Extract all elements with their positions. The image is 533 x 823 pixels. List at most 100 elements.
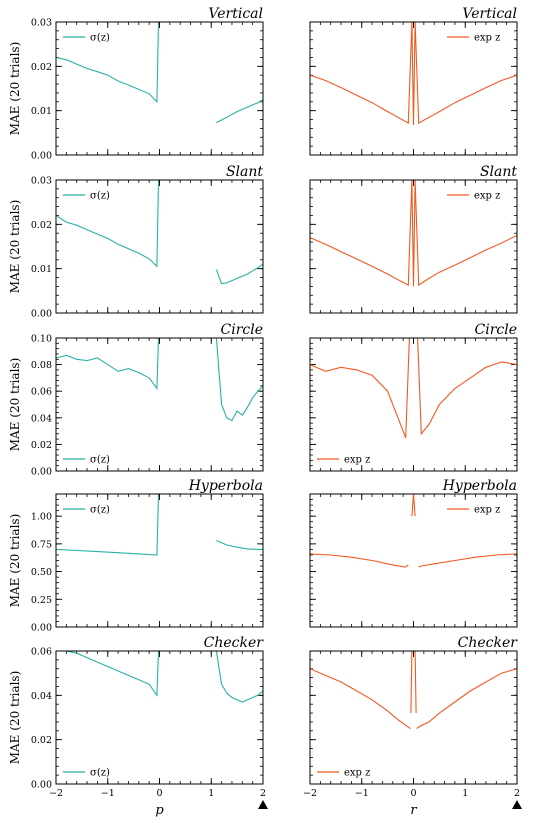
series-line-exp bbox=[310, 553, 409, 568]
x-tick-label: 1 bbox=[462, 788, 468, 799]
legend-label: σ(z) bbox=[90, 455, 110, 466]
y-tick-label: 0.08 bbox=[31, 360, 52, 371]
y-tick-label: 0.02 bbox=[31, 440, 52, 451]
y-axis-label: MAE (20 trials) bbox=[8, 358, 22, 452]
panel-title: Checker bbox=[204, 635, 265, 651]
series-line-sigma bbox=[56, 180, 160, 268]
y-tick-label: 0.03 bbox=[31, 18, 52, 29]
series-line-sigma bbox=[215, 651, 263, 703]
series-line-exp bbox=[411, 494, 416, 517]
axes-frame bbox=[55, 179, 264, 314]
y-axis-label: MAE (20 trials) bbox=[8, 671, 22, 765]
legend-label: exp z bbox=[344, 455, 370, 466]
x-tick-label: 0 bbox=[156, 788, 162, 799]
series-line-sigma bbox=[56, 494, 160, 556]
series-line-exp bbox=[418, 553, 517, 568]
panel-circle-exp: Circle exp z bbox=[309, 322, 518, 472]
panel-title: Slant bbox=[480, 164, 517, 180]
series-line-exp bbox=[310, 180, 517, 287]
axes-frame bbox=[55, 493, 264, 628]
series-line-exp bbox=[310, 22, 517, 125]
panel-hyperbola-sigma: 0.00 0.25 0.50 0.75 1.00 Hyperbola σ(z) MAE (20… bbox=[8, 478, 264, 634]
y-tick-label: 0.02 bbox=[31, 62, 52, 73]
y-tick-label: 0.00 bbox=[31, 309, 52, 320]
axes-frame bbox=[55, 650, 264, 785]
y-tick-label: 0.02 bbox=[31, 220, 52, 231]
y-tick-label: 0.00 bbox=[31, 467, 52, 478]
y-axis-label: MAE (20 trials) bbox=[8, 514, 22, 608]
axes-frame bbox=[309, 493, 518, 628]
x-tick-label: −2 bbox=[49, 788, 63, 799]
series-line-exp bbox=[310, 668, 411, 730]
y-axis-label: MAE (20 trials) bbox=[8, 42, 22, 136]
panel-title: Slant bbox=[226, 164, 263, 180]
x-axis-label: p bbox=[155, 803, 164, 818]
panel-slant-sigma: 0.00 0.01 0.02 0.03 Slant σ(z) MAE (20 trials) bbox=[8, 164, 264, 320]
axes-frame bbox=[309, 337, 518, 472]
triangle-marker-icon bbox=[258, 800, 268, 809]
y-tick-label: 0.25 bbox=[31, 595, 52, 606]
series-line-exp bbox=[310, 338, 517, 438]
y-tick-label: 0.06 bbox=[31, 647, 52, 658]
y-tick-label: 0.50 bbox=[31, 567, 52, 578]
x-tick-label: −2 bbox=[303, 788, 317, 799]
legend-label: exp z bbox=[474, 505, 500, 516]
series-line-sigma bbox=[215, 338, 263, 422]
panel-title: Vertical bbox=[462, 6, 517, 22]
x-tick-label: 2 bbox=[260, 788, 266, 799]
legend-label: σ(z) bbox=[90, 768, 110, 779]
y-tick-label: 0.02 bbox=[31, 735, 52, 746]
series-line-sigma bbox=[56, 338, 160, 391]
y-tick-label: 0.04 bbox=[31, 413, 52, 424]
x-tick-label: −1 bbox=[355, 788, 369, 799]
panel-title: Checker bbox=[458, 635, 519, 651]
y-axis-label: MAE (20 trials) bbox=[8, 200, 22, 294]
legend-label: exp z bbox=[344, 768, 370, 779]
series-line-sigma bbox=[56, 651, 160, 697]
series-line-sigma bbox=[216, 539, 263, 550]
series-line-exp bbox=[416, 668, 517, 730]
axes-frame bbox=[309, 179, 518, 314]
legend-label: σ(z) bbox=[90, 191, 110, 202]
triangle-marker-icon bbox=[512, 800, 522, 809]
panel-vertical-sigma: 0.00 0.01 0.02 0.03 Vertical σ(z) MAE (20 tria… bbox=[8, 6, 264, 162]
axes-frame bbox=[55, 21, 264, 156]
panel-checker-exp: −2 −1 0 1 2 Checker exp z r bbox=[303, 635, 520, 818]
series-line-sigma bbox=[215, 263, 263, 285]
x-tick-label: 0 bbox=[410, 788, 416, 799]
series-line-sigma bbox=[216, 99, 263, 124]
axes-frame bbox=[309, 21, 518, 156]
panel-checker-sigma: 0.00 0.02 0.04 0.06 −2 −1 0 1 2 Checker σ(z) MAE (2… bbox=[8, 635, 266, 818]
x-tick-label: 1 bbox=[208, 788, 214, 799]
legend-label: exp z bbox=[474, 33, 500, 44]
x-tick-label: 2 bbox=[514, 788, 520, 799]
panel-title: Hyperbola bbox=[442, 478, 517, 494]
panel-title: Hyperbola bbox=[188, 478, 263, 494]
y-tick-label: 0.75 bbox=[31, 539, 52, 550]
legend-label: σ(z) bbox=[90, 33, 110, 44]
y-tick-label: 0.00 bbox=[31, 151, 52, 162]
series-line-exp bbox=[410, 651, 417, 714]
y-tick-label: 0.03 bbox=[31, 176, 52, 187]
panel-circle-sigma: 0.00 0.02 0.04 0.06 0.08 0.10 Circle σ(z) MAE (2… bbox=[8, 322, 264, 478]
panel-hyperbola-exp: Hyperbola exp z bbox=[309, 478, 518, 628]
y-tick-label: 0.01 bbox=[31, 264, 52, 275]
y-tick-label: 1.00 bbox=[31, 512, 52, 523]
y-tick-label: 0.01 bbox=[31, 106, 52, 117]
x-axis-label: r bbox=[410, 803, 417, 818]
legend-label: exp z bbox=[474, 191, 500, 202]
y-tick-label: 0.00 bbox=[31, 623, 52, 634]
y-tick-label: 0.00 bbox=[31, 780, 52, 791]
x-tick-label: −1 bbox=[101, 788, 115, 799]
panel-title: Circle bbox=[221, 322, 264, 338]
panel-title: Circle bbox=[475, 322, 518, 338]
panel-vertical-exp: Vertical exp z bbox=[309, 6, 518, 156]
axes-frame bbox=[309, 650, 518, 785]
panel-slant-exp: Slant exp z bbox=[309, 164, 518, 314]
axes-frame bbox=[55, 337, 264, 472]
legend-label: σ(z) bbox=[90, 505, 110, 516]
y-tick-label: 0.04 bbox=[31, 691, 52, 702]
series-line-sigma bbox=[56, 22, 160, 104]
y-tick-label: 0.06 bbox=[31, 387, 52, 398]
